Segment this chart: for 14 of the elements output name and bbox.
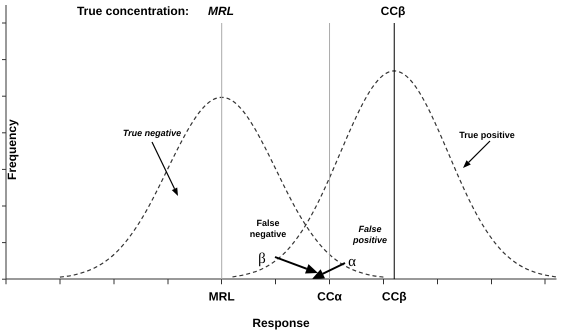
y-axis-title: Frequency [5, 119, 19, 180]
x-tick-label: MRL [208, 290, 235, 304]
annotation: False negative [248, 218, 288, 240]
text: MRL [207, 4, 235, 18]
x-tick-label: CCβ [382, 290, 407, 304]
x-axis-title: Response [252, 316, 310, 330]
annotation: False positive [352, 224, 388, 246]
x-tick-label: CCα [317, 290, 342, 304]
annotation: β [258, 251, 266, 267]
text: CCβ [380, 4, 406, 18]
annotation: True negative [122, 128, 182, 139]
chart-title: True concentration: [77, 4, 190, 18]
annotation: True positive [458, 130, 516, 141]
annotation: α [348, 254, 356, 270]
